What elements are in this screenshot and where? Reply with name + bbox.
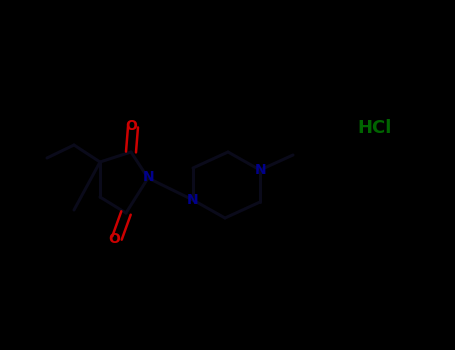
Text: O: O [125,119,137,133]
Text: HCl: HCl [358,119,392,137]
Text: N: N [143,170,155,184]
Text: O: O [108,232,120,246]
Text: N: N [187,193,199,207]
Text: N: N [255,163,267,177]
